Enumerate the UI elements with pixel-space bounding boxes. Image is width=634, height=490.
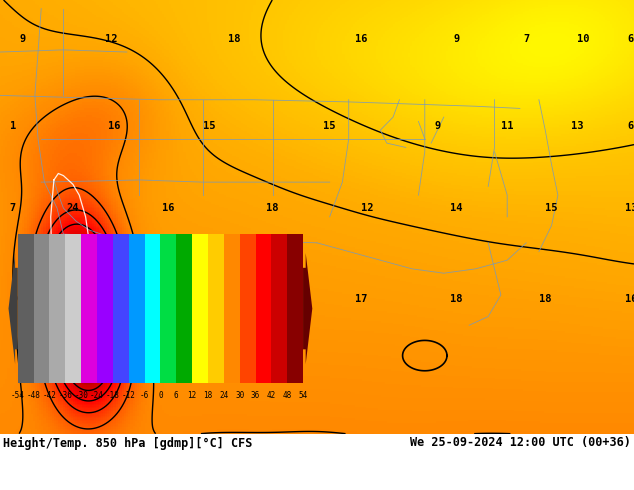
Text: 20: 20 [108, 294, 120, 304]
Text: -18: -18 [106, 391, 120, 400]
Text: 6: 6 [16, 294, 22, 304]
Bar [81, 234, 97, 383]
Text: -36: -36 [58, 391, 72, 400]
Text: 16: 16 [355, 34, 368, 44]
Bar [240, 234, 256, 383]
Text: 16: 16 [624, 294, 634, 304]
Text: 17: 17 [355, 294, 368, 304]
Text: 18: 18 [204, 391, 212, 400]
Text: 36: 36 [251, 391, 260, 400]
Text: 18: 18 [450, 294, 463, 304]
Text: 16: 16 [108, 121, 120, 131]
Text: 16: 16 [162, 203, 174, 213]
Text: 15: 15 [545, 203, 558, 213]
Bar [256, 234, 271, 383]
Text: 10: 10 [577, 34, 590, 44]
Text: -42: -42 [42, 391, 56, 400]
Text: 42: 42 [267, 391, 276, 400]
Bar [97, 234, 113, 383]
Bar [160, 234, 176, 383]
Text: 9: 9 [453, 34, 460, 44]
Text: 6: 6 [628, 121, 634, 131]
Bar [287, 234, 303, 383]
Text: -12: -12 [122, 391, 136, 400]
Text: 14: 14 [450, 203, 463, 213]
Text: 0: 0 [158, 391, 163, 400]
Text: 6: 6 [628, 34, 634, 44]
Text: 18: 18 [228, 34, 241, 44]
Bar [176, 234, 192, 383]
FancyArrow shape [8, 253, 18, 364]
Text: -6: -6 [140, 391, 149, 400]
Bar [192, 234, 208, 383]
Text: 12: 12 [105, 34, 117, 44]
Bar [49, 234, 65, 383]
Text: 12: 12 [361, 203, 374, 213]
Text: -30: -30 [74, 391, 88, 400]
Text: 6: 6 [174, 391, 179, 400]
Text: 15: 15 [203, 121, 216, 131]
Text: 13: 13 [624, 203, 634, 213]
Text: 30: 30 [235, 391, 244, 400]
Text: 18: 18 [539, 294, 552, 304]
Text: -24: -24 [90, 391, 104, 400]
Text: 15: 15 [323, 121, 336, 131]
Text: 18: 18 [266, 203, 279, 213]
Bar [271, 234, 287, 383]
Bar [208, 234, 224, 383]
Text: 13: 13 [571, 121, 583, 131]
Text: 25: 25 [181, 294, 193, 304]
Bar [18, 234, 34, 383]
FancyArrow shape [303, 253, 313, 364]
Text: 7: 7 [523, 34, 529, 44]
Text: 12: 12 [188, 391, 197, 400]
Text: -54: -54 [11, 391, 25, 400]
Bar [34, 234, 49, 383]
Text: -48: -48 [27, 391, 41, 400]
Text: 11: 11 [501, 121, 514, 131]
Bar [145, 234, 160, 383]
Text: 19: 19 [260, 294, 273, 304]
Text: Height/Temp. 850 hPa [gdmp][°C] CFS: Height/Temp. 850 hPa [gdmp][°C] CFS [3, 437, 252, 449]
Text: 48: 48 [283, 391, 292, 400]
Text: We 25-09-2024 12:00 UTC (00+36): We 25-09-2024 12:00 UTC (00+36) [410, 437, 631, 449]
Bar [113, 234, 129, 383]
Text: 24: 24 [67, 203, 79, 213]
Bar [129, 234, 145, 383]
Bar [224, 234, 240, 383]
Text: 9: 9 [19, 34, 25, 44]
Text: 9: 9 [434, 121, 441, 131]
Text: 24: 24 [219, 391, 228, 400]
Text: 7: 7 [10, 203, 16, 213]
Text: 1: 1 [10, 121, 16, 131]
Bar [65, 234, 81, 383]
Text: 54: 54 [299, 391, 307, 400]
